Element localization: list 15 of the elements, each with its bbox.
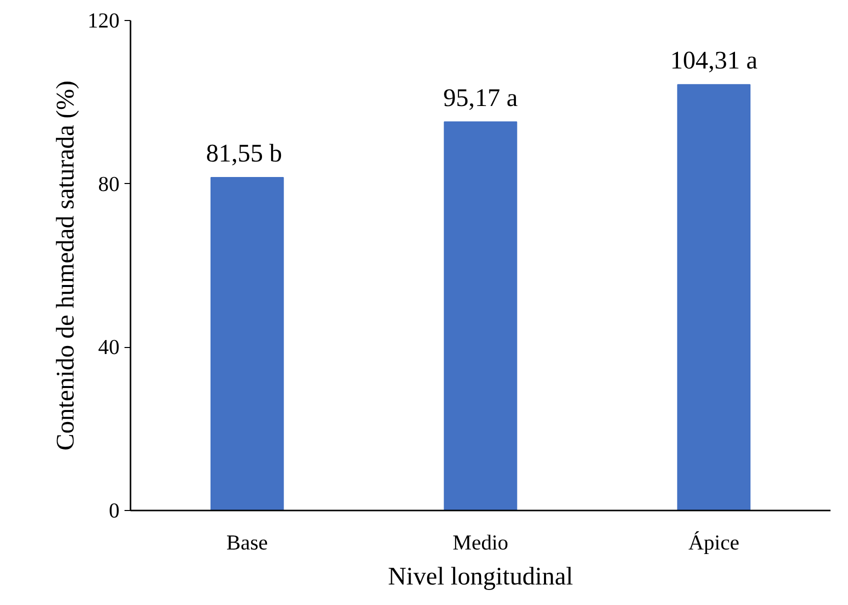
data-label: 81,55 b — [206, 140, 282, 168]
x-tick-label: Medio — [452, 530, 508, 554]
data-label: 95,17 a — [443, 84, 518, 112]
x-tick-label: Ápice — [688, 530, 740, 554]
bar — [444, 121, 518, 510]
data-label: 104,31 a — [670, 46, 758, 75]
x-axis-title: Nivel longitudinal — [388, 562, 574, 590]
y-tick-label: 80 — [98, 172, 120, 196]
y-axis-title: Contenido de humedad saturada (%) — [52, 80, 80, 450]
bar — [677, 84, 750, 510]
bar — [210, 177, 284, 510]
x-tick-label: Base — [226, 530, 268, 554]
y-tick-label: 0 — [108, 498, 120, 522]
y-tick-label: 40 — [98, 335, 120, 360]
y-tick-label: 120 — [88, 8, 120, 32]
